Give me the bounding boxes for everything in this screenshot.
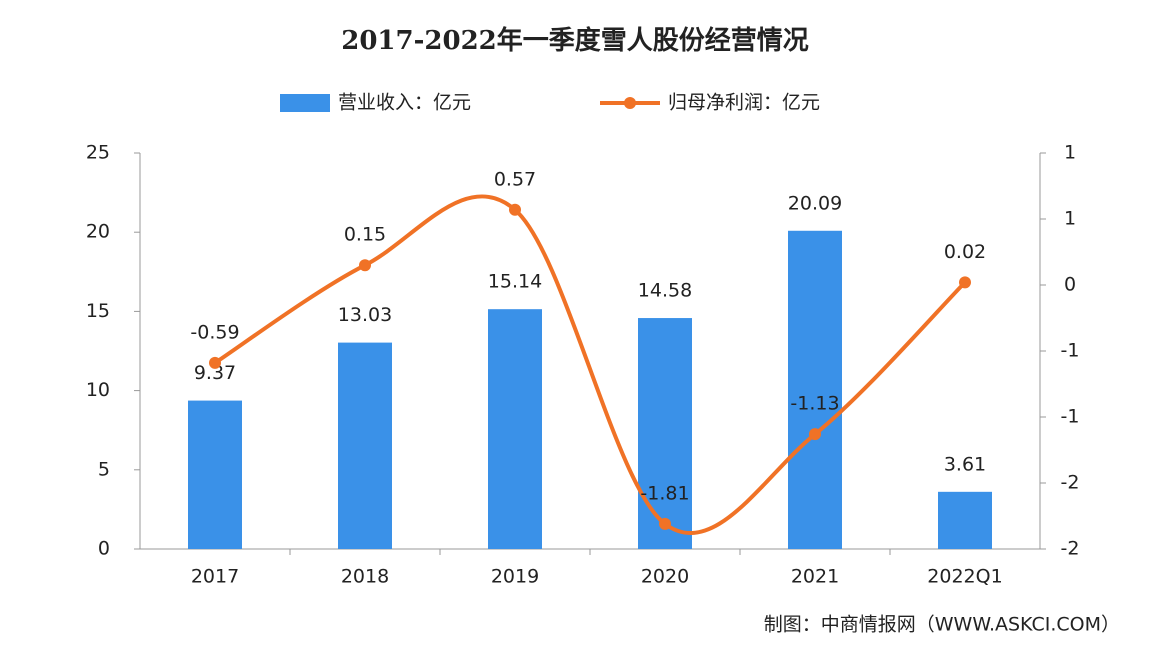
bar: [938, 491, 992, 549]
bar: [788, 230, 842, 549]
x-tick-label: 2020: [641, 566, 689, 588]
y-tick-label: 10: [86, 379, 110, 401]
bar-label: 20.09: [788, 192, 842, 214]
bar-label: 13.03: [338, 304, 392, 326]
y2-tick-label: -2: [1061, 538, 1080, 560]
y2-tick-label: -1: [1061, 340, 1080, 362]
y-tick-label: 20: [86, 221, 110, 243]
y2-tick-label: 1: [1064, 142, 1076, 164]
legend-label: 归母净利润：亿元: [668, 92, 820, 114]
y-tick-label: 15: [86, 300, 110, 322]
bar-label: 3.61: [944, 453, 986, 475]
line-label: 0.02: [944, 241, 986, 263]
x-tick-label: 2021: [791, 566, 839, 588]
y2-tick-label: -1: [1061, 406, 1080, 428]
y-tick-label: 25: [86, 142, 110, 164]
legend-label: 营业收入：亿元: [338, 92, 471, 114]
line-point: [209, 356, 221, 369]
line-point: [809, 428, 821, 441]
chart-title: 2017-2022年一季度雪人股份经营情况: [341, 25, 809, 56]
bar-label: 15.14: [488, 271, 542, 293]
bar-label: 14.58: [638, 280, 692, 302]
bar: [638, 318, 692, 549]
y-tick-label: 0: [98, 538, 110, 560]
y2-tick-label: -2: [1061, 472, 1080, 494]
y2-tick-label: 0: [1064, 274, 1076, 296]
bar: [488, 309, 542, 549]
x-tick-label: 2018: [341, 566, 389, 588]
line-label: 0.57: [494, 168, 536, 190]
legend-swatch: [624, 97, 636, 109]
line-label: -0.59: [190, 321, 239, 343]
line-point: [959, 276, 971, 289]
bar: [188, 400, 242, 549]
line-point: [659, 517, 671, 530]
bar-label: 9.37: [194, 362, 236, 384]
x-tick-label: 2019: [491, 566, 539, 588]
y-tick-label: 5: [98, 458, 110, 480]
y2-tick-label: 1: [1064, 208, 1076, 230]
line-label: -1.13: [790, 393, 839, 415]
line-label: -1.81: [640, 482, 689, 504]
x-tick-label: 2022Q1: [927, 566, 1002, 588]
x-tick-label: 2017: [191, 566, 239, 588]
legend-swatch: [280, 94, 330, 112]
line-label: 0.15: [344, 224, 386, 246]
line-point: [359, 259, 371, 272]
bar: [338, 342, 392, 549]
line-point: [509, 203, 521, 216]
source: 制图：中商情报网（WWW.ASKCI.COM）: [764, 614, 1120, 636]
